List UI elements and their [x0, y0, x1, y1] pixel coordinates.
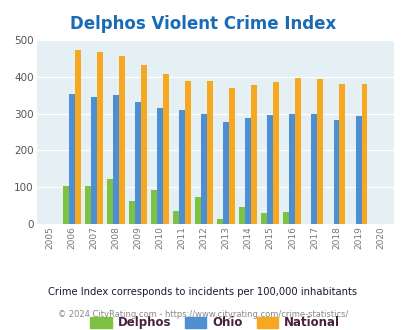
- Bar: [173, 212, 179, 224]
- Bar: [273, 82, 279, 224]
- Bar: [179, 110, 185, 224]
- Bar: [135, 102, 141, 224]
- Bar: [63, 185, 69, 224]
- Text: Delphos Violent Crime Index: Delphos Violent Crime Index: [70, 15, 335, 33]
- Bar: [339, 83, 345, 224]
- Bar: [185, 81, 191, 224]
- Bar: [294, 78, 301, 224]
- Bar: [317, 79, 322, 224]
- Bar: [97, 52, 102, 224]
- Bar: [85, 185, 91, 224]
- Bar: [163, 74, 168, 224]
- Bar: [228, 88, 234, 224]
- Bar: [69, 94, 75, 224]
- Bar: [141, 65, 147, 224]
- Bar: [75, 50, 81, 224]
- Bar: [333, 120, 339, 224]
- Bar: [107, 179, 113, 224]
- Bar: [251, 85, 256, 224]
- Bar: [223, 122, 228, 224]
- Bar: [245, 118, 251, 224]
- Bar: [207, 82, 213, 224]
- Bar: [266, 115, 273, 224]
- Bar: [355, 116, 360, 224]
- Bar: [217, 219, 223, 224]
- Bar: [119, 56, 125, 224]
- Bar: [151, 190, 157, 224]
- Text: Crime Index corresponds to incidents per 100,000 inhabitants: Crime Index corresponds to incidents per…: [48, 287, 357, 297]
- Legend: Delphos, Ohio, National: Delphos, Ohio, National: [85, 312, 344, 330]
- Bar: [129, 202, 135, 224]
- Bar: [195, 197, 201, 224]
- Bar: [239, 207, 245, 224]
- Bar: [201, 114, 207, 224]
- Bar: [261, 213, 266, 224]
- Bar: [157, 108, 163, 224]
- Bar: [360, 84, 367, 224]
- Bar: [91, 96, 97, 224]
- Bar: [289, 114, 294, 224]
- Bar: [311, 114, 317, 224]
- Bar: [283, 212, 289, 224]
- Bar: [113, 95, 119, 224]
- Text: © 2024 CityRating.com - https://www.cityrating.com/crime-statistics/: © 2024 CityRating.com - https://www.city…: [58, 310, 347, 319]
